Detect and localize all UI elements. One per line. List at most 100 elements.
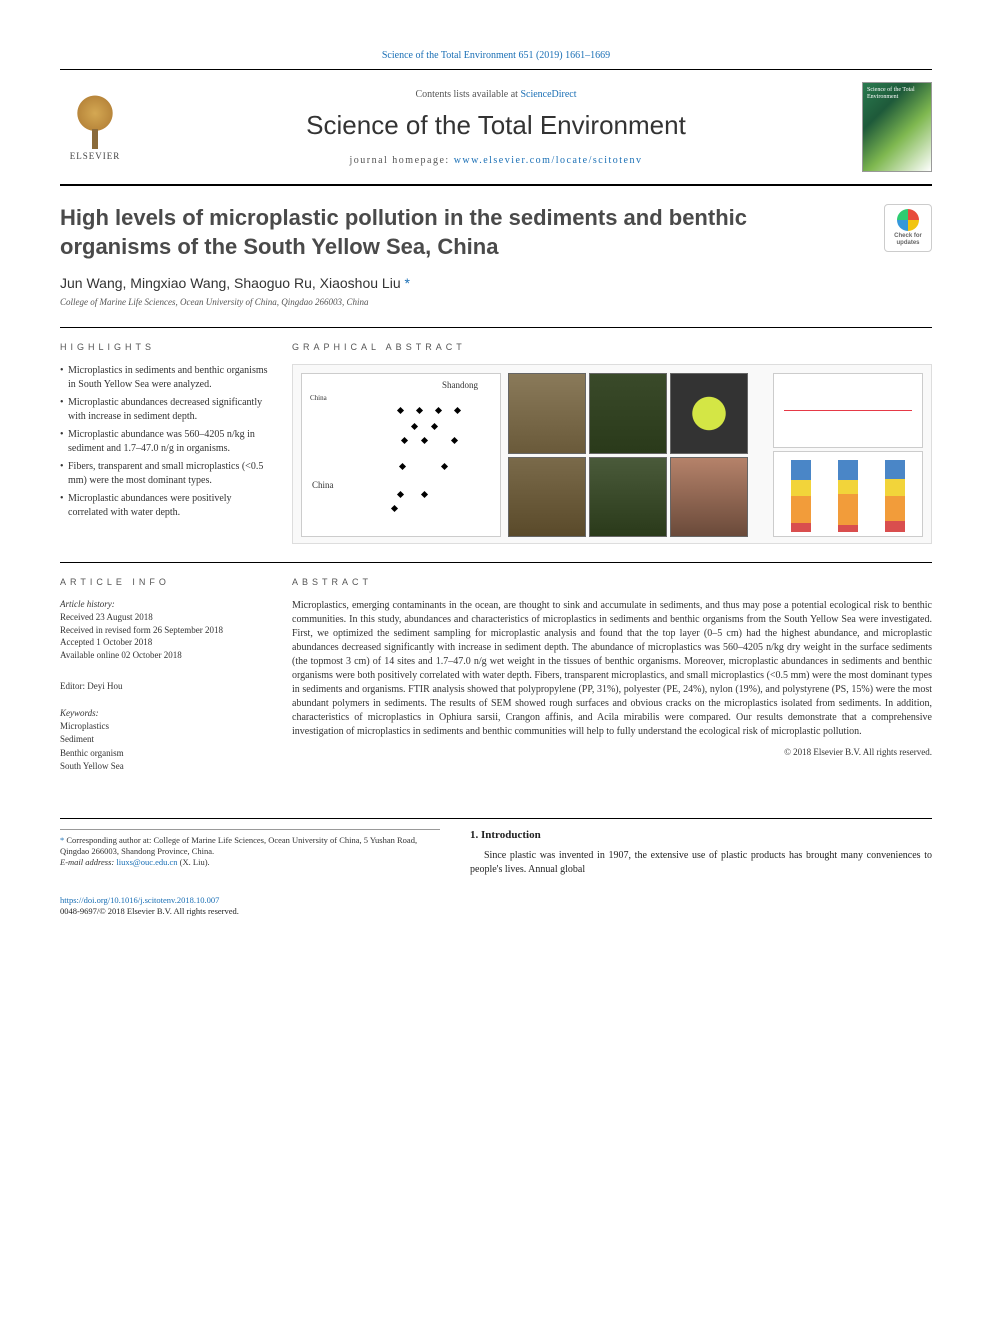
elsevier-tree-icon [70, 94, 120, 149]
article-title: High levels of microplastic pollution in… [60, 204, 932, 261]
keyword: Benthic organism [60, 747, 270, 761]
highlight-item: Microplastic abundances were positively … [60, 492, 270, 519]
ga-station-icon [397, 491, 404, 498]
contents-prefix: Contents lists available at [415, 89, 520, 100]
ga-photos-grid [508, 373, 748, 537]
ga-station-icon [411, 423, 418, 430]
crossmark-badge[interactable]: Check for updates [884, 204, 932, 252]
abstract-copyright: © 2018 Elsevier B.V. All rights reserved… [292, 747, 932, 757]
history-line: Received 23 August 2018 [60, 611, 270, 624]
ga-station-icon [391, 505, 398, 512]
authors: Jun Wang, Mingxiao Wang, Shaoguo Ru, Xia… [60, 275, 932, 291]
crossmark-icon [897, 209, 919, 231]
graphical-heading: GRAPHICAL ABSTRACT [292, 342, 932, 352]
ga-region-label: Shandong [442, 380, 478, 390]
highlights-column: HIGHLIGHTS Microplastics in sediments an… [60, 342, 270, 544]
history-line: Accepted 1 October 2018 [60, 636, 270, 649]
ga-inset-label: China [310, 394, 327, 402]
elsevier-label: ELSEVIER [70, 151, 121, 161]
keyword: South Yellow Sea [60, 760, 270, 774]
crossmark-label: Check for updates [885, 233, 931, 246]
corresponding-mark[interactable]: * [405, 275, 410, 291]
ga-station-icon [441, 463, 448, 470]
ga-station-icon [454, 407, 461, 414]
intro-text: Since plastic was invented in 1907, the … [470, 849, 932, 877]
email-link[interactable]: liuxs@ouc.edu.cn [116, 857, 177, 867]
article-info-heading: ARTICLE INFO [60, 577, 270, 587]
history-line: Available online 02 October 2018 [60, 649, 270, 662]
footer-left: * Corresponding author at: College of Ma… [60, 829, 440, 877]
highlight-item: Fibers, transparent and small microplast… [60, 460, 270, 487]
highlight-item: Microplastic abundance was 560–4205 n/kg… [60, 428, 270, 455]
keywords-label: Keywords: [60, 708, 270, 718]
editor-label: Editor: [60, 681, 87, 691]
ga-station-icon [431, 423, 438, 430]
header-center: Contents lists available at ScienceDirec… [130, 89, 862, 166]
abstract-text: Microplastics, emerging contaminants in … [292, 599, 932, 739]
issn-copyright: 0048-9697/© 2018 Elsevier B.V. All right… [60, 906, 239, 916]
homepage-link[interactable]: www.elsevier.com/locate/scitotenv [454, 155, 643, 166]
ga-station-icon [416, 407, 423, 414]
ga-photo [589, 373, 667, 454]
article-info-column: ARTICLE INFO Article history: Received 2… [60, 577, 270, 787]
affiliation: College of Marine Life Sciences, Ocean U… [60, 297, 932, 307]
ga-bar [838, 460, 858, 533]
ga-stacked-bar-chart [773, 451, 923, 538]
keywords-block: Keywords: Microplastics Sediment Benthic… [60, 708, 270, 774]
journal-cover-thumb[interactable]: Science of the Total Environment [862, 82, 932, 172]
ga-photo [508, 457, 586, 538]
corresponding-note: * Corresponding author at: College of Ma… [60, 829, 440, 868]
journal-header: ELSEVIER Contents lists available at Sci… [60, 69, 932, 186]
ga-bar [885, 460, 905, 533]
graphical-abstract: Shandong China China [292, 364, 932, 544]
keyword: Microplastics [60, 720, 270, 734]
doi-link[interactable]: https://doi.org/10.1016/j.scitotenv.2018… [60, 895, 219, 905]
ga-station-icon [399, 463, 406, 470]
graphical-column: GRAPHICAL ABSTRACT Shandong China China [292, 342, 932, 544]
contents-available: Contents lists available at ScienceDirec… [130, 89, 862, 100]
ga-bar [791, 460, 811, 533]
highlights-heading: HIGHLIGHTS [60, 342, 270, 352]
homepage-prefix: journal homepage: [349, 155, 453, 166]
journal-cover-text: Science of the Total Environment [867, 87, 931, 100]
ga-station-icon [421, 437, 428, 444]
elsevier-logo[interactable]: ELSEVIER [60, 87, 130, 167]
ga-country-label: China [312, 480, 334, 490]
ga-photo [589, 457, 667, 538]
highlights-list: Microplastics in sediments and benthic o… [60, 364, 270, 519]
section-divider [60, 818, 932, 819]
ga-charts [773, 373, 923, 537]
article-history: Article history: Received 23 August 2018… [60, 599, 270, 661]
history-label: Article history: [60, 599, 270, 609]
intro-heading: 1. Introduction [470, 829, 932, 841]
journal-citation[interactable]: Science of the Total Environment 651 (20… [60, 50, 932, 61]
journal-title: Science of the Total Environment [130, 110, 862, 141]
article-title-text: High levels of microplastic pollution in… [60, 205, 747, 259]
ga-station-icon [435, 407, 442, 414]
footer-right: 1. Introduction Since plastic was invent… [470, 829, 932, 877]
corr-text: Corresponding author at: College of Mari… [60, 835, 417, 856]
highlight-item: Microplastic abundances decreased signif… [60, 396, 270, 423]
highlight-item: Microplastics in sediments and benthic o… [60, 364, 270, 391]
keyword: Sediment [60, 733, 270, 747]
ga-station-icon [451, 437, 458, 444]
ga-ftir-spectrum [773, 373, 923, 448]
email-label: E-mail address: [60, 857, 116, 867]
ga-station-icon [401, 437, 408, 444]
ga-map: Shandong China China [301, 373, 501, 537]
ga-photo [670, 457, 748, 538]
ga-photo [670, 373, 748, 454]
editor-name: Deyi Hou [87, 681, 122, 691]
ga-station-icon [397, 407, 404, 414]
doi-block: https://doi.org/10.1016/j.scitotenv.2018… [60, 895, 932, 917]
ga-photo [508, 373, 586, 454]
authors-list: Jun Wang, Mingxiao Wang, Shaoguo Ru, Xia… [60, 275, 405, 291]
sciencedirect-link[interactable]: ScienceDirect [520, 89, 576, 100]
abstract-column: ABSTRACT Microplastics, emerging contami… [292, 577, 932, 787]
ga-station-icon [421, 491, 428, 498]
abstract-heading: ABSTRACT [292, 577, 932, 587]
homepage-line: journal homepage: www.elsevier.com/locat… [130, 155, 862, 166]
email-suffix: (X. Liu). [178, 857, 210, 867]
editor-block: Editor: Deyi Hou [60, 676, 270, 694]
history-line: Received in revised form 26 September 20… [60, 624, 270, 637]
